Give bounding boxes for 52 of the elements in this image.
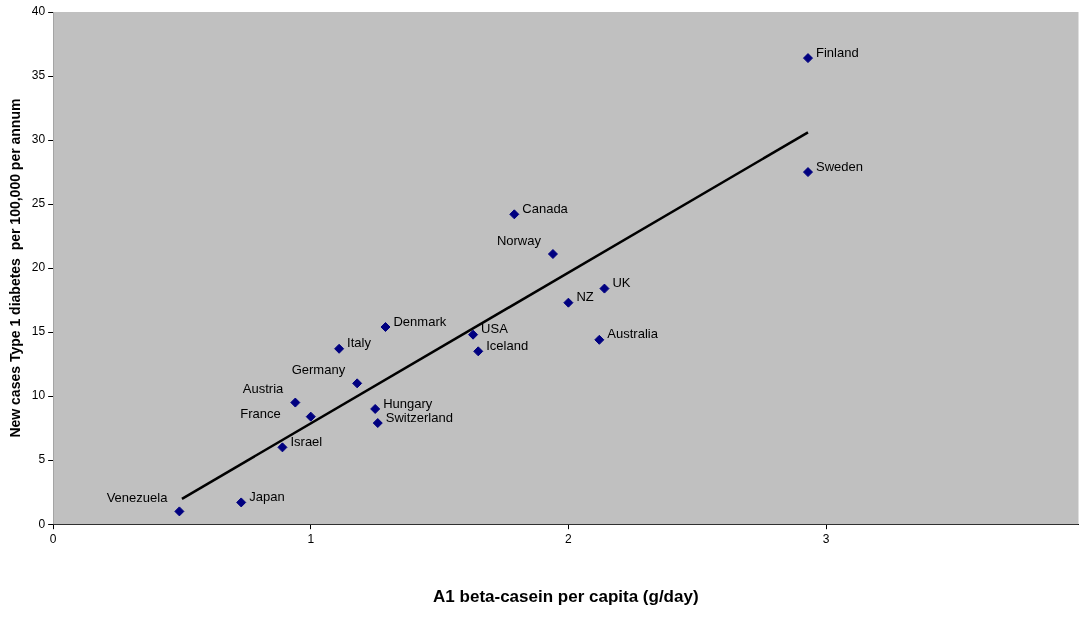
y-tick-label: 35 — [31, 68, 46, 83]
point — [468, 329, 479, 340]
point — [236, 497, 247, 508]
annotation: Sweden — [815, 158, 863, 174]
annotation: Finland — [815, 44, 859, 60]
point — [277, 442, 288, 453]
y-tick-label: 15 — [31, 324, 46, 339]
y-tick-label: 30 — [31, 132, 46, 147]
annotation: Norway — [496, 232, 542, 248]
annotation: Israel — [290, 433, 323, 449]
point — [290, 397, 301, 408]
point — [352, 378, 363, 389]
annotation: Iceland — [486, 337, 529, 353]
point — [594, 334, 605, 345]
point — [334, 343, 345, 354]
point — [802, 53, 813, 64]
y-tick-label: 20 — [31, 260, 46, 275]
annotation: Germany — [291, 361, 346, 377]
y-tick-label: 0 — [38, 516, 46, 531]
point — [380, 322, 391, 332]
annotation: Australia — [607, 326, 659, 342]
annotation: Canada — [522, 200, 569, 216]
x-axis-title: A1 beta-casein per capita (g/day) — [433, 587, 699, 607]
point — [305, 411, 316, 422]
y-tick-label: 40 — [31, 4, 46, 19]
annotation: NZ — [576, 289, 594, 305]
y-tick-label: 25 — [31, 196, 46, 211]
annotation: Hungary — [383, 395, 433, 411]
annotation: Denmark — [393, 313, 447, 329]
annotation: Austria — [242, 381, 285, 397]
annotation: Venezuela — [106, 489, 169, 505]
annotation: Japan — [249, 489, 285, 505]
point — [174, 506, 185, 517]
point — [372, 418, 383, 429]
annotation: France — [240, 406, 281, 422]
annotation: Italy — [347, 335, 372, 351]
y-tick-label: 10 — [31, 388, 46, 403]
point — [802, 167, 813, 178]
point — [599, 283, 610, 294]
y-tick-label: 5 — [38, 452, 46, 467]
annotation: USA — [481, 321, 509, 337]
point — [509, 209, 520, 220]
x-tick-label: 2 — [565, 531, 573, 546]
x-tick-label: 3 — [822, 531, 830, 546]
point — [563, 297, 574, 308]
annotation: UK — [612, 275, 631, 291]
point — [370, 403, 381, 414]
y-axis-title: New cases Type 1 diabetes per 100,000 per annum — [7, 98, 24, 438]
x-tick-label: 0 — [49, 531, 57, 546]
point — [547, 249, 558, 260]
point — [473, 346, 484, 357]
x-tick-label: 1 — [307, 531, 315, 546]
